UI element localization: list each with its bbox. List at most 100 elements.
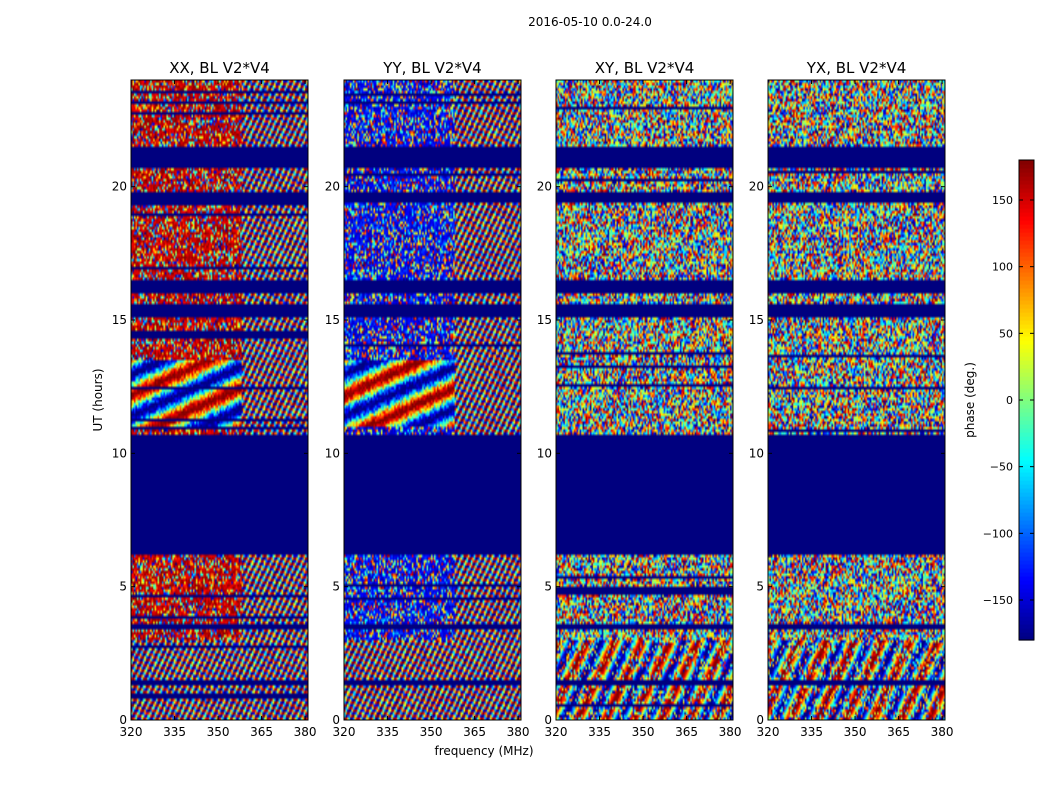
panel-xx: XX, BL V2*V4 320 335 350 365 380 0 5 10 15 20 — [112, 59, 317, 739]
heatmap-yx — [768, 80, 945, 720]
colorbar-segment — [1019, 540, 1034, 545]
x-axis-label: frequency (MHz) — [434, 744, 533, 758]
colorbar-segment — [1019, 488, 1034, 493]
colorbar-segment — [1019, 376, 1034, 381]
colorbar-tick-label: 50 — [999, 327, 1013, 340]
y-tick-label: 0 — [119, 713, 127, 727]
colorbar-tick-label: −150 — [983, 594, 1013, 607]
colorbar-segment — [1019, 552, 1034, 557]
heatmap-yy — [344, 80, 521, 720]
colorbar-segment — [1019, 636, 1034, 641]
colorbar-segment — [1019, 316, 1034, 321]
colorbar-segment — [1019, 188, 1034, 193]
colorbar-segment — [1019, 496, 1034, 501]
y-tick-label: 0 — [756, 713, 764, 727]
colorbar-segment — [1019, 380, 1034, 385]
y-tick-label: 20 — [749, 180, 764, 194]
colorbar-segment — [1019, 444, 1034, 449]
colorbar-segment — [1019, 372, 1034, 377]
colorbar-segment — [1019, 336, 1034, 341]
y-tick-label: 15 — [749, 313, 764, 327]
colorbar-segment — [1019, 280, 1034, 285]
colorbar-segment — [1019, 272, 1034, 277]
colorbar-segment — [1019, 248, 1034, 253]
colorbar-segment — [1019, 196, 1034, 201]
colorbar-segment — [1019, 236, 1034, 241]
colorbar-segment — [1019, 384, 1034, 389]
colorbar-segment — [1019, 508, 1034, 513]
x-tick-label: 320 — [545, 725, 568, 739]
colorbar-segment — [1019, 484, 1034, 489]
colorbar-tick-label: −100 — [983, 527, 1013, 540]
colorbar-segment — [1019, 580, 1034, 585]
colorbar-segment — [1019, 612, 1034, 617]
y-tick-label: 0 — [332, 713, 340, 727]
x-tick-label: 380 — [931, 725, 954, 739]
colorbar-segment — [1019, 408, 1034, 413]
colorbar-segment — [1019, 296, 1034, 301]
colorbar-segment — [1019, 560, 1034, 565]
colorbar-segment — [1019, 164, 1034, 169]
colorbar-segment — [1019, 180, 1034, 185]
colorbar-segment — [1019, 616, 1034, 621]
colorbar-segment — [1019, 624, 1034, 629]
y-tick-label: 15 — [537, 313, 552, 327]
colorbar-segment — [1019, 404, 1034, 409]
colorbar-segment — [1019, 456, 1034, 461]
colorbar-segment — [1019, 192, 1034, 197]
y-tick-label: 15 — [325, 313, 340, 327]
colorbar-segment — [1019, 288, 1034, 293]
panel-title: XY, BL V2*V4 — [595, 59, 695, 77]
colorbar-segment — [1019, 220, 1034, 225]
panel-frame — [555, 79, 734, 721]
colorbar-segment — [1019, 268, 1034, 273]
colorbar-segment — [1019, 412, 1034, 417]
panel-frame — [130, 79, 309, 721]
panel-frame — [767, 79, 946, 721]
colorbar-segment — [1019, 228, 1034, 233]
colorbar-label: phase (deg.) — [963, 362, 977, 438]
colorbar-segment — [1019, 512, 1034, 517]
colorbar-segment — [1019, 168, 1034, 173]
x-tick-label: 335 — [376, 725, 399, 739]
y-tick-label: 10 — [537, 446, 552, 460]
colorbar-segment — [1019, 504, 1034, 509]
colorbar-segment — [1019, 396, 1034, 401]
panel-title: YY, BL V2*V4 — [382, 59, 481, 77]
colorbar-segment — [1019, 476, 1034, 481]
colorbar-segment — [1019, 584, 1034, 589]
colorbar-segment — [1019, 284, 1034, 289]
colorbar-segment — [1019, 440, 1034, 445]
colorbar-segment — [1019, 364, 1034, 369]
panel-title: XX, BL V2*V4 — [169, 59, 270, 77]
colorbar-segment — [1019, 480, 1034, 485]
colorbar-segment — [1019, 564, 1034, 569]
colorbar: 150 100 50 0 −50 −100 −150 — [983, 159, 1035, 641]
heatmap-xx — [131, 80, 308, 720]
colorbar-segment — [1019, 184, 1034, 189]
panel-xy: XY, BL V2*V4 320 335 350 365 380 0 5 10 15 20 — [537, 59, 742, 739]
colorbar-segment — [1019, 312, 1034, 317]
colorbar-segment — [1019, 292, 1034, 297]
figure-title: 2016-05-10 0.0-24.0 — [528, 15, 652, 29]
colorbar-segment — [1019, 400, 1034, 405]
colorbar-segment — [1019, 588, 1034, 593]
y-tick-label: 10 — [112, 446, 127, 460]
x-tick-label: 365 — [463, 725, 486, 739]
colorbar-segment — [1019, 464, 1034, 469]
colorbar-segment — [1019, 524, 1034, 529]
colorbar-segment — [1019, 528, 1034, 533]
colorbar-segment — [1019, 344, 1034, 349]
colorbar-segment — [1019, 500, 1034, 505]
x-tick-label: 350 — [207, 725, 230, 739]
panel-yy: YY, BL V2*V4 320 335 350 365 380 0 5 10 15 20 — [325, 59, 530, 739]
colorbar-segment — [1019, 556, 1034, 561]
colorbar-segment — [1019, 548, 1034, 553]
colorbar-segment — [1019, 320, 1034, 325]
x-tick-label: 380 — [719, 725, 742, 739]
colorbar-segment — [1019, 340, 1034, 345]
y-tick-label: 5 — [544, 580, 552, 594]
colorbar-segment — [1019, 324, 1034, 329]
x-tick-label: 365 — [887, 725, 910, 739]
